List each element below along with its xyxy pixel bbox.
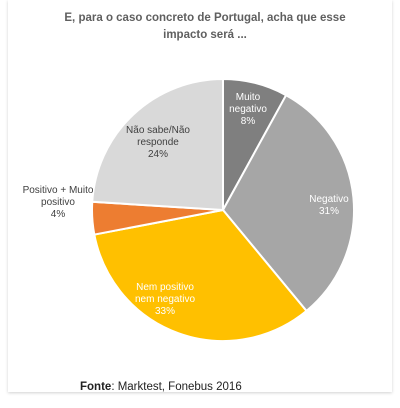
source-note: Fonte: Marktest, Fonebus 2016: [80, 381, 242, 393]
slice-label: Muito negativo 8%: [229, 92, 267, 127]
slice-label-line: Muito: [236, 92, 261, 103]
chart-title: E, para o caso concreto de Portugal, ach…: [64, 12, 346, 41]
slice-label-line: Positivo + Muito: [23, 185, 94, 196]
slice-value: 4%: [51, 209, 66, 220]
pie-slice: [91, 77, 224, 212]
slice-value: 8%: [241, 116, 256, 127]
slice-label-line: Não sabe/Não: [126, 125, 190, 136]
slice-label: Negativo 31%: [309, 194, 349, 217]
slice-label-line: Nem positivo: [136, 282, 194, 293]
pie-slice: [221, 93, 355, 313]
slice-label-line: positivo: [41, 197, 75, 208]
slice-label: Positivo + Muito positivo 4%: [23, 185, 94, 220]
slice-label-line: negativo: [229, 104, 267, 115]
slice-label-line: Negativo: [309, 194, 349, 205]
slice-label: Não sabe/Não responde 24%: [126, 125, 190, 160]
slice-value: 31%: [319, 206, 339, 217]
pie-slice: [93, 208, 308, 342]
slice-label-line: responde: [137, 137, 179, 148]
slice-label-line: nem negativo: [135, 294, 195, 305]
source-text: : Marktest, Fonebus 2016: [111, 381, 242, 393]
source-label: Fonte: [80, 381, 112, 393]
slice-value: 33%: [155, 306, 175, 317]
slice-value: 24%: [148, 149, 168, 160]
slice-label: Nem positivo nem negativo 33%: [135, 282, 195, 317]
